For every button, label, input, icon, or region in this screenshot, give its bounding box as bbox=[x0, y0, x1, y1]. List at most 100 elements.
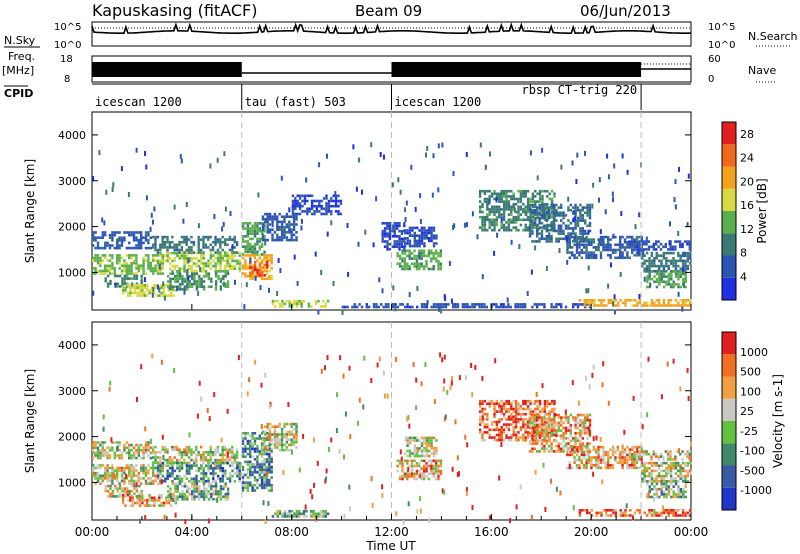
heatmap-cell bbox=[238, 467, 241, 470]
heatmap-cell bbox=[276, 220, 279, 224]
heatmap-cell bbox=[296, 202, 299, 205]
heatmap-cell bbox=[388, 248, 392, 251]
heatmap-cell bbox=[244, 486, 247, 490]
heatmap-cell bbox=[195, 262, 198, 265]
heatmap-cell bbox=[135, 264, 138, 268]
heatmap-cell bbox=[106, 495, 110, 498]
heatmap-cell bbox=[212, 254, 215, 257]
heatmap-cell bbox=[94, 471, 97, 475]
heatmap-cell bbox=[676, 240, 679, 243]
heatmap-cell bbox=[555, 431, 558, 435]
heatmap-cell bbox=[576, 437, 580, 440]
heatmap-cell bbox=[183, 259, 186, 263]
heatmap-cell bbox=[166, 464, 169, 467]
heatmap-cell bbox=[325, 202, 328, 205]
heatmap-cell bbox=[575, 251, 579, 254]
heatmap-cell bbox=[188, 257, 191, 260]
heatmap-cell bbox=[400, 242, 404, 246]
heatmap-cell bbox=[337, 210, 340, 213]
heatmap-cell bbox=[623, 256, 627, 260]
heatmap-cell bbox=[180, 246, 184, 249]
heatmap-cell bbox=[490, 195, 494, 198]
heatmap-cell bbox=[426, 299, 429, 305]
heatmap-cell bbox=[175, 246, 179, 249]
heatmap-cell bbox=[597, 445, 600, 449]
heatmap-cell bbox=[595, 253, 598, 257]
heatmap-cell bbox=[264, 438, 267, 441]
heatmap-cell bbox=[171, 480, 174, 483]
heatmap-cell bbox=[197, 243, 200, 247]
heatmap-cell bbox=[667, 283, 671, 286]
heatmap-cell bbox=[214, 238, 217, 241]
heatmap-cell bbox=[533, 416, 536, 419]
heatmap-cell bbox=[92, 469, 95, 472]
heatmap-cell bbox=[256, 267, 259, 270]
heatmap-cell bbox=[108, 244, 112, 247]
heatmap-cell bbox=[99, 256, 102, 260]
heatmap-cell bbox=[660, 272, 663, 276]
heatmap-cell bbox=[260, 229, 264, 233]
heatmap-cell bbox=[631, 235, 634, 239]
heatmap-cell bbox=[586, 303, 589, 306]
heatmap-cell bbox=[648, 259, 651, 263]
heatmap-cell bbox=[163, 235, 167, 239]
heatmap-cell bbox=[195, 458, 198, 462]
heatmap-cell bbox=[166, 235, 169, 239]
heatmap-cell bbox=[149, 466, 152, 470]
heatmap-cell bbox=[420, 444, 424, 447]
heatmap-cell bbox=[195, 485, 199, 488]
heatmap-cell bbox=[276, 425, 279, 428]
heatmap-cell bbox=[190, 285, 194, 288]
heatmap-cell bbox=[263, 458, 266, 461]
heatmap-cell bbox=[295, 446, 298, 449]
heatmap-cell bbox=[653, 264, 656, 268]
heatmap-cell bbox=[574, 424, 577, 427]
heatmap-cell bbox=[581, 232, 584, 235]
heatmap-cell bbox=[573, 456, 576, 459]
heatmap-cell bbox=[408, 267, 411, 271]
heatmap-cell bbox=[171, 240, 174, 244]
heatmap-cell bbox=[108, 267, 112, 270]
heatmap-cell bbox=[500, 436, 503, 439]
heatmap-cell bbox=[116, 246, 119, 250]
heatmap-cell bbox=[228, 267, 232, 270]
heatmap-cell bbox=[401, 252, 404, 255]
heatmap-cell bbox=[231, 448, 234, 451]
heatmap-cell bbox=[543, 211, 546, 215]
heatmap-cell bbox=[265, 468, 269, 471]
heatmap-cell bbox=[517, 213, 520, 216]
heatmap-cell bbox=[147, 264, 150, 268]
heatmap-cell bbox=[212, 474, 215, 478]
heatmap-cell bbox=[190, 448, 193, 451]
heatmap-cell bbox=[288, 220, 291, 224]
heatmap-cell bbox=[276, 225, 279, 229]
heatmap-cell bbox=[486, 205, 489, 209]
heatmap-cell bbox=[613, 309, 616, 315]
heatmap-cell bbox=[156, 254, 160, 257]
heatmap-cell bbox=[405, 200, 408, 206]
heatmap-cell bbox=[568, 461, 571, 464]
heatmap-cell bbox=[400, 240, 404, 243]
heatmap-cell bbox=[134, 286, 137, 290]
heatmap-cell bbox=[183, 285, 187, 288]
heatmap-cell bbox=[507, 205, 511, 209]
heatmap-cell bbox=[658, 280, 661, 284]
heatmap-cell bbox=[432, 436, 436, 440]
heatmap-cell bbox=[403, 475, 407, 478]
heatmap-cell bbox=[641, 262, 644, 265]
heatmap-cell bbox=[290, 438, 293, 441]
heatmap-cell bbox=[400, 229, 404, 233]
heatmap-cell bbox=[602, 453, 605, 457]
heatmap-cell bbox=[197, 469, 201, 473]
heatmap-cell bbox=[517, 412, 520, 416]
heatmap-cell bbox=[109, 495, 112, 498]
heatmap-cell bbox=[156, 482, 160, 485]
heatmap-cell bbox=[183, 498, 187, 501]
heatmap-cell bbox=[677, 251, 680, 255]
heatmap-cell bbox=[185, 448, 188, 451]
heatmap-cell bbox=[231, 248, 234, 252]
heatmap-cell bbox=[545, 203, 548, 207]
heatmap-cell bbox=[233, 267, 237, 270]
heatmap-cell bbox=[540, 303, 544, 306]
heatmap-cell bbox=[674, 270, 678, 273]
